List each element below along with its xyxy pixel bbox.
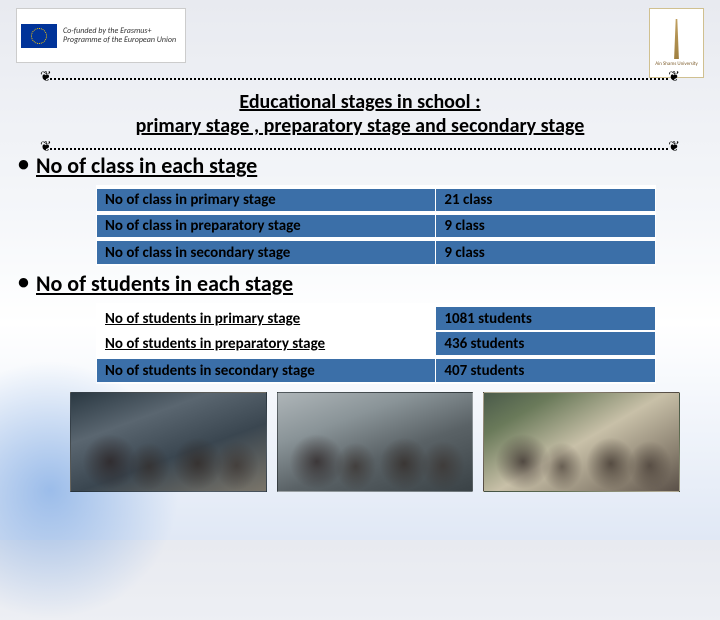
classes-table: No of class in primary stage21 class No … bbox=[96, 185, 656, 266]
row-label: No of class in primary stage bbox=[97, 187, 436, 213]
ornament-top bbox=[50, 78, 670, 80]
row-label: No of students in primary stage bbox=[97, 305, 436, 331]
row-value: 1081 students bbox=[436, 305, 656, 331]
header: Co-funded by the Erasmus+ Programme of t… bbox=[0, 0, 720, 70]
eu-cofund-text: Co-funded by the Erasmus+ Programme of t… bbox=[63, 27, 181, 45]
row-value: 9 class bbox=[436, 239, 656, 265]
row-value: 436 students bbox=[436, 331, 656, 357]
row-value: 407 students bbox=[436, 357, 656, 383]
table-row: No of students in primary stage1081 stud… bbox=[97, 305, 656, 331]
row-value: 9 class bbox=[436, 213, 656, 239]
table-row: No of class in primary stage21 class bbox=[97, 187, 656, 213]
students-table: No of students in primary stage1081 stud… bbox=[96, 303, 656, 384]
row-label: No of class in preparatory stage bbox=[97, 213, 436, 239]
classroom-photo-1 bbox=[70, 392, 267, 492]
row-label: No of class in secondary stage bbox=[97, 239, 436, 265]
photo-row bbox=[0, 384, 720, 492]
eu-erasmus-logo: Co-funded by the Erasmus+ Programme of t… bbox=[16, 8, 186, 63]
university-name: Ain Shams University bbox=[655, 61, 698, 67]
slide-title: Educational stages in school : primary s… bbox=[0, 70, 720, 148]
table-row: No of students in secondary stage407 stu… bbox=[97, 357, 656, 383]
table-row: No of class in preparatory stage9 class bbox=[97, 213, 656, 239]
row-value: 21 class bbox=[436, 187, 656, 213]
row-label: No of students in secondary stage bbox=[97, 357, 436, 383]
section-heading-classes: No of class in each stage bbox=[0, 148, 720, 185]
section-heading-students: No of students in each stage bbox=[0, 266, 720, 303]
title-line-2: primary stage , preparatory stage and se… bbox=[40, 114, 680, 138]
obelisk-icon bbox=[673, 19, 681, 59]
classroom-photo-3 bbox=[483, 392, 680, 492]
title-line-1: Educational stages in school : bbox=[40, 90, 680, 114]
classroom-photo-2 bbox=[277, 392, 474, 492]
table-row: No of students in preparatory stage436 s… bbox=[97, 331, 656, 357]
eu-flag-icon bbox=[21, 24, 57, 48]
row-label: No of students in preparatory stage bbox=[97, 331, 436, 357]
table-row: No of class in secondary stage9 class bbox=[97, 239, 656, 265]
